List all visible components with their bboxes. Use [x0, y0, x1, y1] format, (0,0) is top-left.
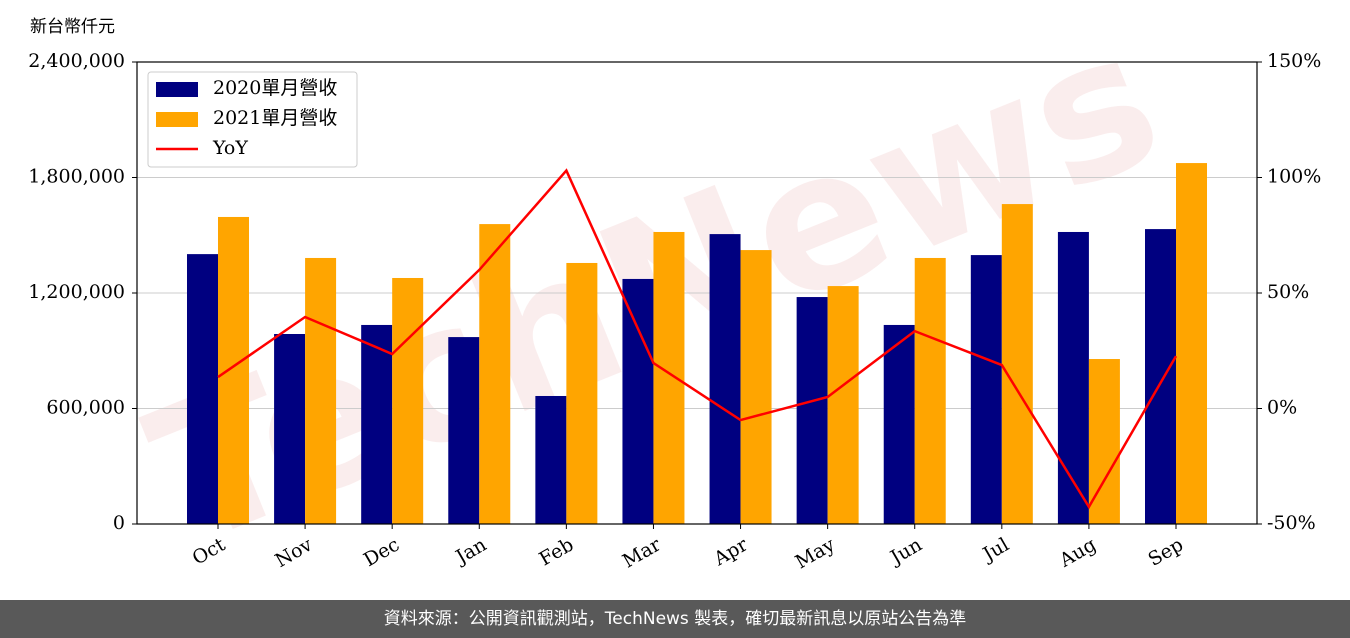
bar [305, 257, 337, 524]
chart: 新台幣仟元 TechNews0600,0001,200,0001,800,000… [28, 0, 1321, 588]
bar [535, 395, 567, 524]
bar [709, 234, 741, 524]
x-tick-label: Aug [1055, 534, 1100, 573]
y-tick-label: 2,400,000 [28, 50, 125, 72]
legend-label: 2020單月營收 [213, 77, 337, 99]
bar [1001, 204, 1033, 524]
y-tick-label: 0 [113, 512, 125, 534]
y2-tick-label: 100% [1267, 166, 1321, 188]
y2-tick-label: 0% [1267, 397, 1297, 419]
legend-box [147, 71, 358, 168]
x-tick-label: May [792, 533, 839, 573]
x-tick-label: Jun [885, 534, 926, 570]
x-tick-label: Mar [619, 533, 665, 572]
bar [274, 334, 306, 524]
bar [970, 255, 1002, 524]
bar [796, 297, 828, 524]
y2-tick-label: -50% [1267, 512, 1316, 534]
bar [566, 262, 598, 524]
y-tick-label: 600,000 [46, 397, 125, 419]
footer: 資料來源：公開資訊觀測站，TechNews 製表，確切最新訊息以原站公告為準 [0, 600, 1350, 638]
bar [448, 337, 480, 524]
unit-label: 新台幣仟元 [30, 17, 115, 37]
bar [1176, 163, 1208, 524]
legend-label: YoY [212, 137, 248, 159]
bar [392, 277, 424, 524]
legend-label: 2021單月營收 [213, 107, 337, 129]
bar [1057, 231, 1089, 525]
x-tick-label: Jan [451, 534, 491, 570]
bar [827, 286, 859, 524]
bar [914, 257, 946, 524]
y-tick-label: 1,200,000 [28, 281, 125, 303]
legend-swatch [156, 112, 198, 127]
plot-frame [136, 61, 1258, 525]
bar [740, 250, 772, 524]
bar [653, 231, 685, 525]
bar [1145, 229, 1177, 524]
x-tick-label: Dec [360, 534, 403, 572]
bar [361, 324, 393, 524]
legend: 2020單月營收 2021單月營收 YoY [147, 71, 358, 168]
y-tick-label: 1,800,000 [28, 166, 125, 188]
x-tick-label: Sep [1144, 534, 1187, 571]
line [217, 168, 1178, 510]
bar [883, 324, 915, 524]
y2-tick-label: 50% [1267, 281, 1309, 303]
bar [622, 278, 654, 524]
legend-swatch [156, 82, 198, 97]
bar [479, 224, 511, 524]
y2-tick-label: 150% [1267, 50, 1321, 72]
x-tick-label: Feb [536, 534, 578, 571]
x-tick-label: Apr [709, 533, 752, 570]
bar [186, 254, 218, 525]
x-tick-label: Jul [978, 534, 1013, 567]
bar [217, 216, 249, 524]
